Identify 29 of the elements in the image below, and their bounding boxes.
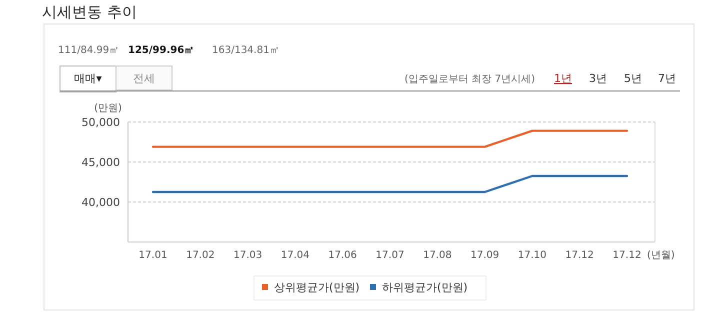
y-axis-title: (만원) (94, 103, 122, 114)
text: 125/99.96㎡ (128, 45, 194, 56)
legend-label: 하위평균가(만원) (382, 281, 468, 294)
x-tick-label: 17.03 (233, 250, 262, 261)
text: 3년 (589, 72, 607, 85)
x-tick-label: 17.09 (470, 250, 500, 261)
chart-title: 시세변동 추이 (42, 3, 137, 21)
y-tick-label: 50,000 (82, 116, 120, 129)
x-tick-label: 17.12 (612, 250, 642, 261)
x-tick-label: 17.01 (138, 250, 168, 261)
x-tick-label: 17.04 (280, 250, 310, 261)
y-tick-label: 40,000 (82, 196, 120, 209)
x-tick-label: 17.02 (186, 250, 215, 261)
x-tick-label: 17.06 (328, 250, 357, 261)
text: 전세 (133, 72, 155, 85)
text: 163/134.81㎡ (212, 45, 280, 56)
x-tick-label: 17.12 (565, 250, 594, 261)
text: 111/84.99㎡ (58, 45, 120, 56)
x-tick-label: 17.07 (376, 250, 404, 261)
text: 매매▾ (74, 72, 102, 85)
text: 7년 (658, 72, 676, 85)
y-tick-label: 45,000 (82, 156, 120, 169)
legend-label: 상위평균가(만원) (274, 281, 360, 294)
text: 1년 (554, 72, 572, 85)
text: (입주일로부터 최장 7년시세) (404, 74, 536, 85)
x-tick-label: 17.10 (518, 250, 547, 261)
x-tick-label: 17.08 (423, 250, 452, 261)
text: 5년 (624, 72, 642, 85)
x-axis-title: (년월) (647, 250, 675, 261)
